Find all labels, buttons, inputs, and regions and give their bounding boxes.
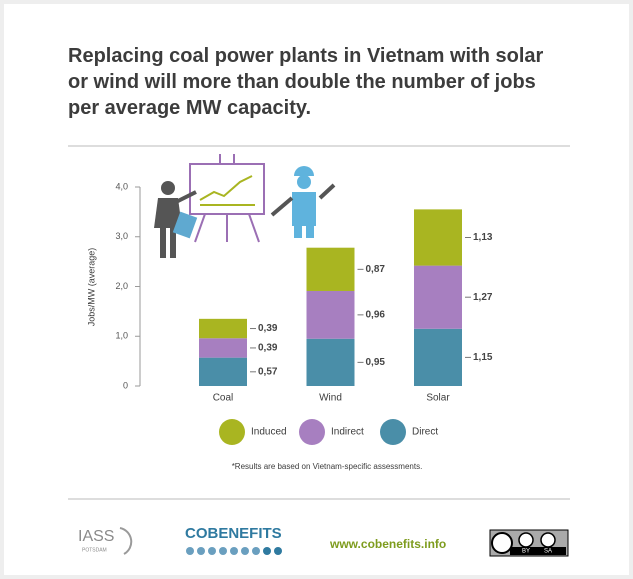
cobenefits-logo: COBENEFITS <box>185 525 282 542</box>
value-label: 1,13 <box>473 232 493 243</box>
x-tick-label: Wind <box>319 393 342 404</box>
cobenefits-icons <box>186 547 282 555</box>
legend-swatch <box>380 419 406 445</box>
y-tick-label: 2,0 <box>115 281 128 291</box>
cc-by: BY <box>522 549 530 555</box>
x-tick-label: Coal <box>213 393 234 404</box>
y-tick-label: 0 <box>123 380 128 390</box>
value-label: 1,27 <box>473 292 493 303</box>
value-label: 1,15 <box>473 352 493 363</box>
value-label: 0,95 <box>366 357 386 368</box>
legend-label: Indirect <box>331 427 364 438</box>
legend-swatch <box>219 419 245 445</box>
bar-segment <box>199 358 247 386</box>
bar-segment <box>199 319 247 338</box>
y-tick-label: 4,0 <box>115 181 128 191</box>
y-tick-label: 3,0 <box>115 231 128 241</box>
value-label: 0,39 <box>258 323 278 334</box>
bar-segment <box>199 338 247 357</box>
bar-segment <box>307 248 355 291</box>
legend-label: Direct <box>412 427 438 438</box>
x-tick-label: Solar <box>426 393 450 404</box>
iass-sub: POTSDAM <box>82 547 107 553</box>
cc-sa: SA <box>544 549 552 555</box>
value-label: 0,39 <box>258 343 278 354</box>
footnote: *Results are based on Vietnam-specific a… <box>232 462 423 471</box>
value-label: 0,57 <box>258 366 278 377</box>
page: Replacing coal power plants in Vietnam w… <box>0 0 633 579</box>
y-axis-label: Jobs/MW (average) <box>86 248 96 327</box>
iass-logo: IASS <box>78 528 114 545</box>
chart: Replacing coal power plants in Vietnam w… <box>0 0 633 579</box>
value-label: 0,87 <box>366 264 386 275</box>
legend-swatch <box>299 419 325 445</box>
bar-segment <box>414 266 462 329</box>
bar-segment <box>414 329 462 386</box>
legend-label: Induced <box>251 427 287 438</box>
y-tick-label: 1,0 <box>115 331 128 341</box>
bar-segment <box>414 209 462 265</box>
value-label: 0,96 <box>366 309 386 320</box>
url: www.cobenefits.info <box>329 537 446 551</box>
bar-segment <box>307 339 355 386</box>
bar-segment <box>307 291 355 339</box>
